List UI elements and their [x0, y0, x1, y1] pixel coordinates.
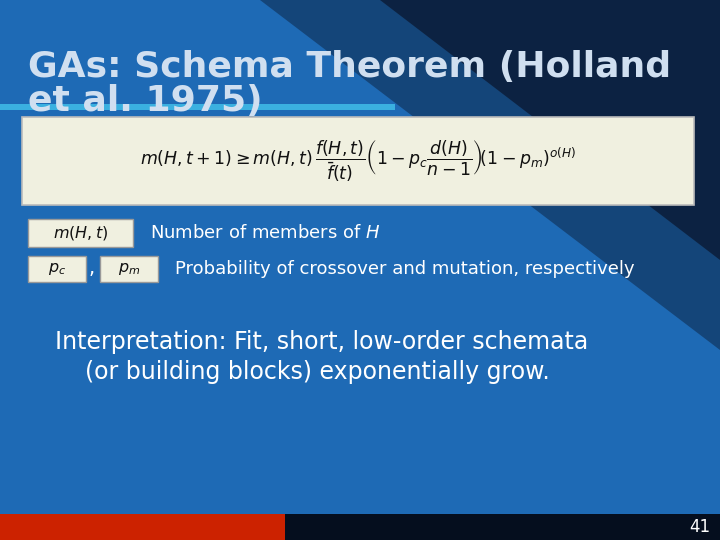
- Text: Probability of crossover and mutation, respectively: Probability of crossover and mutation, r…: [175, 260, 634, 278]
- Text: Number of members of $H$: Number of members of $H$: [150, 224, 380, 242]
- Text: GAs: Schema Theorem (Holland: GAs: Schema Theorem (Holland: [28, 50, 671, 84]
- FancyBboxPatch shape: [100, 256, 158, 282]
- FancyBboxPatch shape: [28, 219, 133, 247]
- Polygon shape: [260, 0, 720, 350]
- Bar: [0, 104, 395, 110]
- Text: $p_m$: $p_m$: [118, 261, 140, 277]
- Text: ,: ,: [89, 260, 95, 279]
- Text: 41: 41: [690, 518, 711, 536]
- Text: et al. 1975): et al. 1975): [28, 84, 263, 118]
- Text: (or building blocks) exponentially grow.: (or building blocks) exponentially grow.: [85, 360, 550, 384]
- Polygon shape: [380, 0, 720, 260]
- Text: $m(H, t+1) \geq m(H, t)\, \dfrac{f(H,t)}{\bar{f}(t)}\left(1 - p_c \dfrac{d(H)}{n: $m(H, t+1) \geq m(H, t)\, \dfrac{f(H,t)}…: [140, 138, 576, 184]
- Bar: [285, 514, 720, 540]
- Text: $p_c$: $p_c$: [48, 261, 66, 277]
- Text: Interpretation: Fit, short, low-order schemata: Interpretation: Fit, short, low-order sc…: [55, 330, 588, 354]
- FancyBboxPatch shape: [22, 117, 694, 205]
- Text: $m(H,t)$: $m(H,t)$: [53, 224, 108, 242]
- Bar: [0, 514, 285, 540]
- FancyBboxPatch shape: [28, 256, 86, 282]
